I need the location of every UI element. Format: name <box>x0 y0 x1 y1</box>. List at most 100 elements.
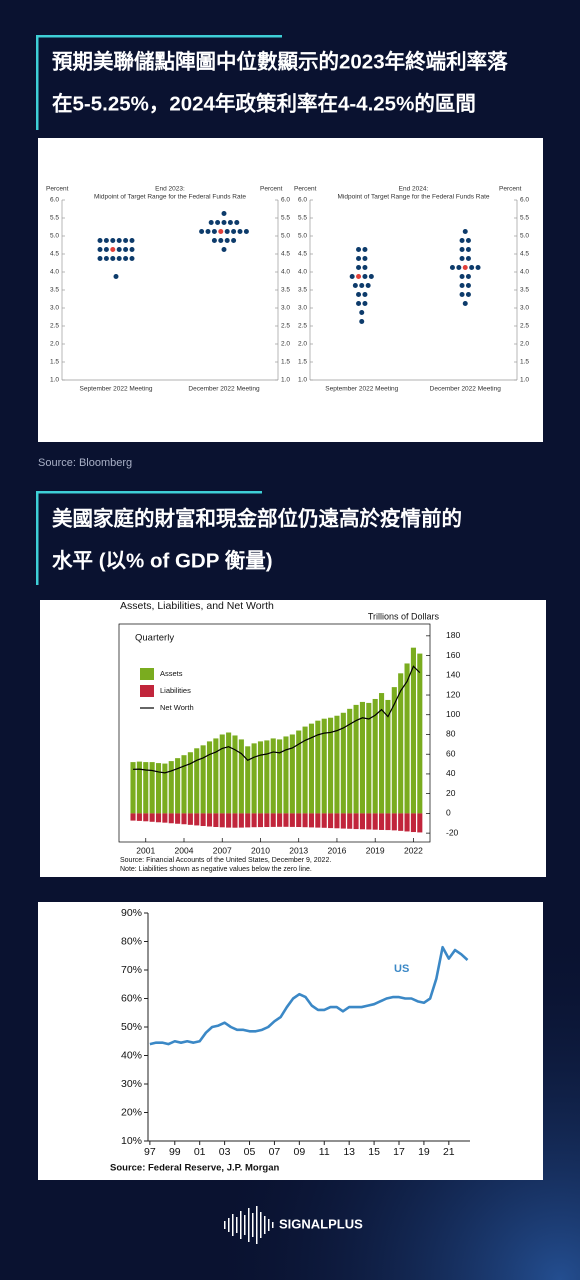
x-tick-label: December 2022 Meeting <box>430 386 502 393</box>
bar <box>334 715 340 814</box>
bar <box>417 653 423 814</box>
y-tick-label: 3.5 <box>520 287 529 294</box>
y-tick-label: 1.5 <box>281 359 290 366</box>
source: Source: Federal Reserve, J.P. Morgan <box>110 1163 280 1174</box>
dot <box>356 265 362 270</box>
y-tick-label: 2.0 <box>520 341 529 348</box>
bar <box>226 813 232 828</box>
dot-row <box>113 274 119 279</box>
series-line <box>149 945 469 1046</box>
bar <box>391 813 397 831</box>
bar <box>410 647 416 814</box>
dot-row <box>359 319 365 324</box>
dot <box>465 238 471 243</box>
bar <box>149 813 155 822</box>
dot <box>116 238 122 243</box>
x-tick-label: 11 <box>319 1146 330 1158</box>
bar <box>398 673 404 814</box>
y-tick-label: 2.0 <box>281 341 290 348</box>
dot <box>449 265 455 270</box>
dot-row <box>356 256 368 261</box>
dot <box>362 265 368 270</box>
y-tick-label: 40 <box>446 768 456 778</box>
y-axis-label: Percent <box>46 186 69 193</box>
bar <box>245 746 251 814</box>
y-tick-label: 2.5 <box>281 323 290 330</box>
dot <box>459 283 465 288</box>
bar <box>347 813 353 829</box>
y-tick-label: 5.0 <box>298 233 307 240</box>
y-tick-label: 40% <box>121 1049 142 1061</box>
dot-row <box>359 310 365 315</box>
bar <box>270 738 276 814</box>
dot-row <box>459 247 471 252</box>
dot-row <box>349 274 374 279</box>
bar <box>162 763 168 814</box>
dot <box>129 238 135 243</box>
bar <box>289 734 295 814</box>
legend-label: Assets <box>160 669 183 678</box>
dot <box>205 229 211 234</box>
y-tick-label: 20 <box>446 788 456 798</box>
bar <box>308 813 315 828</box>
bar <box>283 813 289 827</box>
x-tick-label: 05 <box>244 1146 256 1158</box>
bar <box>366 813 372 830</box>
y-tick-label: 3.0 <box>281 305 290 312</box>
bar <box>283 736 289 814</box>
plot-frame <box>118 623 431 843</box>
bar <box>219 734 225 814</box>
dot <box>97 238 103 243</box>
bar <box>232 735 238 814</box>
bar <box>149 762 155 814</box>
dot <box>352 283 358 288</box>
x-tick-label: 09 <box>294 1146 306 1158</box>
bar <box>143 762 149 814</box>
bar <box>398 813 404 831</box>
bar <box>340 712 346 814</box>
dot <box>103 247 109 252</box>
dot <box>218 229 224 234</box>
dot <box>462 229 468 234</box>
x-tick-label: 07 <box>269 1146 281 1158</box>
x-tick-label: 2001 <box>136 845 155 855</box>
x-tick-label: September 2022 Meeting <box>325 386 398 393</box>
chart-title: End 2024: <box>399 186 429 193</box>
dot <box>215 220 221 225</box>
heading: 在5-5.25%，2024年政策利率在4-4.25%的區間 <box>52 91 476 115</box>
bar <box>143 813 149 822</box>
dot-row <box>199 229 249 234</box>
bar <box>219 813 225 828</box>
bar <box>321 813 327 828</box>
y-tick-label: 80% <box>121 935 142 947</box>
dot-row <box>462 301 468 306</box>
bar <box>379 813 385 830</box>
y-tick-label: 30% <box>121 1078 142 1090</box>
dot <box>224 229 230 234</box>
dot <box>123 238 129 243</box>
dot <box>465 274 471 279</box>
x-tick-label: September 2022 Meeting <box>80 386 153 393</box>
dot-row <box>356 265 368 270</box>
bar <box>366 702 372 814</box>
y-tick-label: 120 <box>446 689 460 699</box>
bar <box>385 699 391 814</box>
dot-row <box>221 211 227 216</box>
bar <box>410 813 416 833</box>
bar <box>162 813 168 823</box>
bar <box>328 717 334 814</box>
bar <box>264 813 270 828</box>
y-tick-label: 4.5 <box>281 251 290 258</box>
series-label: US <box>394 963 409 975</box>
dot <box>465 292 471 297</box>
y-tick-label: 80 <box>446 729 456 739</box>
y-tick-label: 3.0 <box>520 305 529 312</box>
dot <box>368 274 374 279</box>
y-tick-label: 1.5 <box>520 359 529 366</box>
bar <box>264 740 270 814</box>
bar <box>308 723 315 814</box>
bar <box>315 813 321 828</box>
dot <box>349 274 355 279</box>
bar <box>277 739 283 814</box>
x-tick-label: 03 <box>219 1146 231 1158</box>
